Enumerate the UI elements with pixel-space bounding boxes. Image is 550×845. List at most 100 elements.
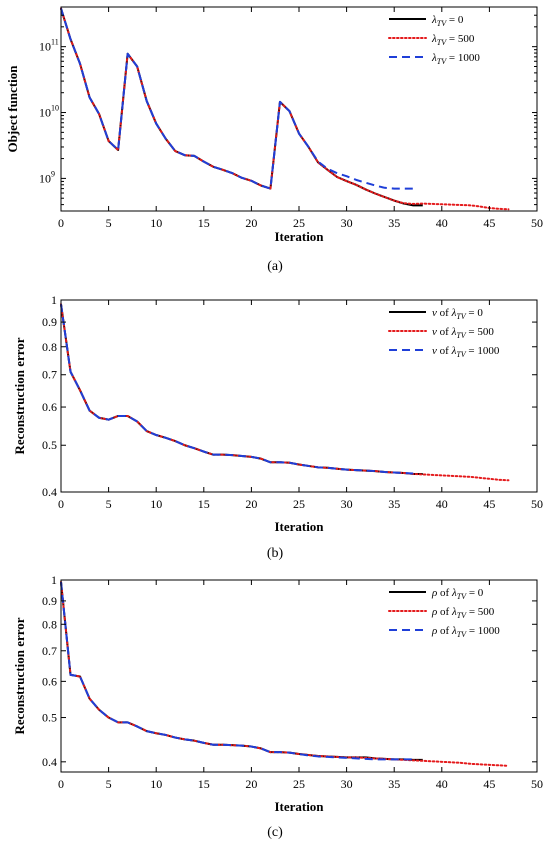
y-axis-title: Object function: [5, 65, 20, 153]
y-tick-base: 10: [39, 171, 51, 185]
legend-label-part: = 500: [466, 326, 495, 338]
y-tick-label: 0.9: [42, 594, 57, 608]
x-tick-label: 45: [483, 497, 495, 511]
x-tick-label: 40: [436, 497, 448, 511]
legend-label-part: TV: [457, 592, 467, 601]
y-tick-label: 0.4: [42, 755, 57, 769]
y-tick-label: 0.7: [42, 368, 57, 382]
y-tick-label: 0.7: [42, 644, 57, 658]
x-tick-label: 5: [106, 777, 112, 791]
legend-label: v of λTV = 1000: [432, 345, 500, 359]
legend-label-part: of: [437, 345, 452, 357]
y-tick-label: 0.4: [42, 485, 57, 499]
legend-label-part: TV: [456, 312, 466, 321]
y-tick-label: 0.8: [42, 340, 57, 354]
x-tick-label: 25: [293, 777, 305, 791]
y-tick-exponent: 9: [51, 169, 55, 178]
legend-label: v of λTV = 500: [432, 326, 494, 340]
legend-label-part: = 0: [466, 587, 484, 599]
x-tick-label: 20: [245, 216, 257, 230]
legend-label-part: λ: [451, 307, 457, 319]
y-tick-base: 10: [39, 106, 51, 120]
y-tick-label: 109: [39, 169, 55, 185]
legend-label-part: of: [437, 606, 452, 618]
legend-label-part: of: [437, 307, 452, 319]
legend-label-part: = 1000: [466, 345, 500, 357]
x-tick-label: 20: [245, 497, 257, 511]
x-axis-title: Iteration: [274, 799, 324, 814]
x-tick-label: 0: [58, 497, 64, 511]
panel-label: (a): [267, 259, 283, 274]
series-line-3: [60, 581, 414, 761]
legend-label: ρ of λTV = 0: [431, 587, 484, 601]
chart-panel-a: 0 5 10 15 20 25 30 35 40 45 5010910101011Iteration…: [5, 6, 543, 274]
legend-label-part: of: [437, 587, 452, 599]
legend-label-part: = 0: [446, 14, 464, 26]
panel-label: (b): [267, 546, 284, 561]
x-axis-title: Iteration: [274, 519, 324, 534]
x-tick-label: 45: [483, 216, 495, 230]
y-tick-label: 0.5: [42, 438, 57, 452]
y-tick-label: 0.6: [42, 400, 57, 414]
legend-label-part: ρ: [431, 587, 437, 599]
series-line-1: [60, 8, 423, 207]
x-tick-label: 30: [341, 497, 353, 511]
chart-panel-c: 0 5 10 15 20 25 30 35 40 45 50 0.4 0.5 0.6 0.7 0.8 0.9 1 I…: [12, 573, 543, 840]
legend-label-part: TV: [437, 38, 447, 47]
legend-label-part: = 500: [446, 33, 475, 45]
x-tick-label: 20: [245, 777, 257, 791]
legend-label-part: ρ: [431, 606, 437, 618]
legend-label: ρ of λTV = 1000: [431, 625, 500, 639]
x-tick-label: 50: [531, 216, 543, 230]
legend-label-part: λ: [431, 52, 437, 64]
legend-label: λTV = 0: [431, 14, 464, 28]
x-tick-label: 0: [58, 777, 64, 791]
legend-label-part: λ: [451, 326, 457, 338]
legend-label-part: of: [437, 625, 452, 637]
legend-label-part: λ: [451, 587, 457, 599]
legend-label: λTV = 1000: [431, 52, 480, 66]
series-line-2: [60, 580, 510, 767]
y-tick-label: 1010: [39, 104, 59, 120]
legend-label-part: TV: [457, 611, 467, 620]
y-tick-exponent: 10: [51, 104, 59, 113]
x-tick-label: 10: [150, 216, 162, 230]
y-tick-label: 0.5: [42, 711, 57, 725]
y-tick-label: 1: [51, 573, 57, 587]
x-tick-label: 15: [198, 777, 210, 791]
y-tick-exponent: 11: [51, 38, 59, 47]
x-tick-label: 15: [198, 216, 210, 230]
x-tick-label: 5: [106, 497, 112, 511]
legend-label-part: of: [437, 326, 452, 338]
legend-label: λTV = 500: [431, 33, 475, 47]
x-tick-label: 10: [150, 777, 162, 791]
legend-label-part: ρ: [431, 625, 437, 637]
y-tick-base: 10: [39, 40, 51, 54]
series-line-1: [60, 304, 423, 475]
legend-label-part: = 1000: [446, 52, 480, 64]
legend-label-part: TV: [437, 19, 447, 28]
legend-label: ρ of λTV = 500: [431, 606, 495, 620]
legend-label-part: TV: [457, 630, 467, 639]
x-tick-label: 40: [436, 777, 448, 791]
legend-label-part: v: [432, 345, 437, 357]
y-axis-title: Reconstruction error: [12, 337, 27, 454]
x-tick-label: 30: [341, 216, 353, 230]
y-tick-label: 1011: [39, 38, 59, 54]
legend-label-part: TV: [437, 57, 447, 66]
y-tick-label: 0.8: [42, 617, 57, 631]
series-line-1: [60, 581, 423, 761]
x-tick-label: 30: [341, 777, 353, 791]
x-tick-label: 35: [388, 216, 400, 230]
legend-label-part: v: [432, 326, 437, 338]
y-tick-label: 1: [51, 293, 57, 307]
x-tick-label: 25: [293, 497, 305, 511]
x-axis-title: Iteration: [274, 229, 324, 244]
legend-label-part: λ: [451, 625, 457, 637]
panel-label: (c): [267, 825, 283, 840]
x-tick-label: 50: [531, 777, 543, 791]
legend-label-part: = 500: [466, 606, 495, 618]
series-line-3: [60, 8, 414, 190]
